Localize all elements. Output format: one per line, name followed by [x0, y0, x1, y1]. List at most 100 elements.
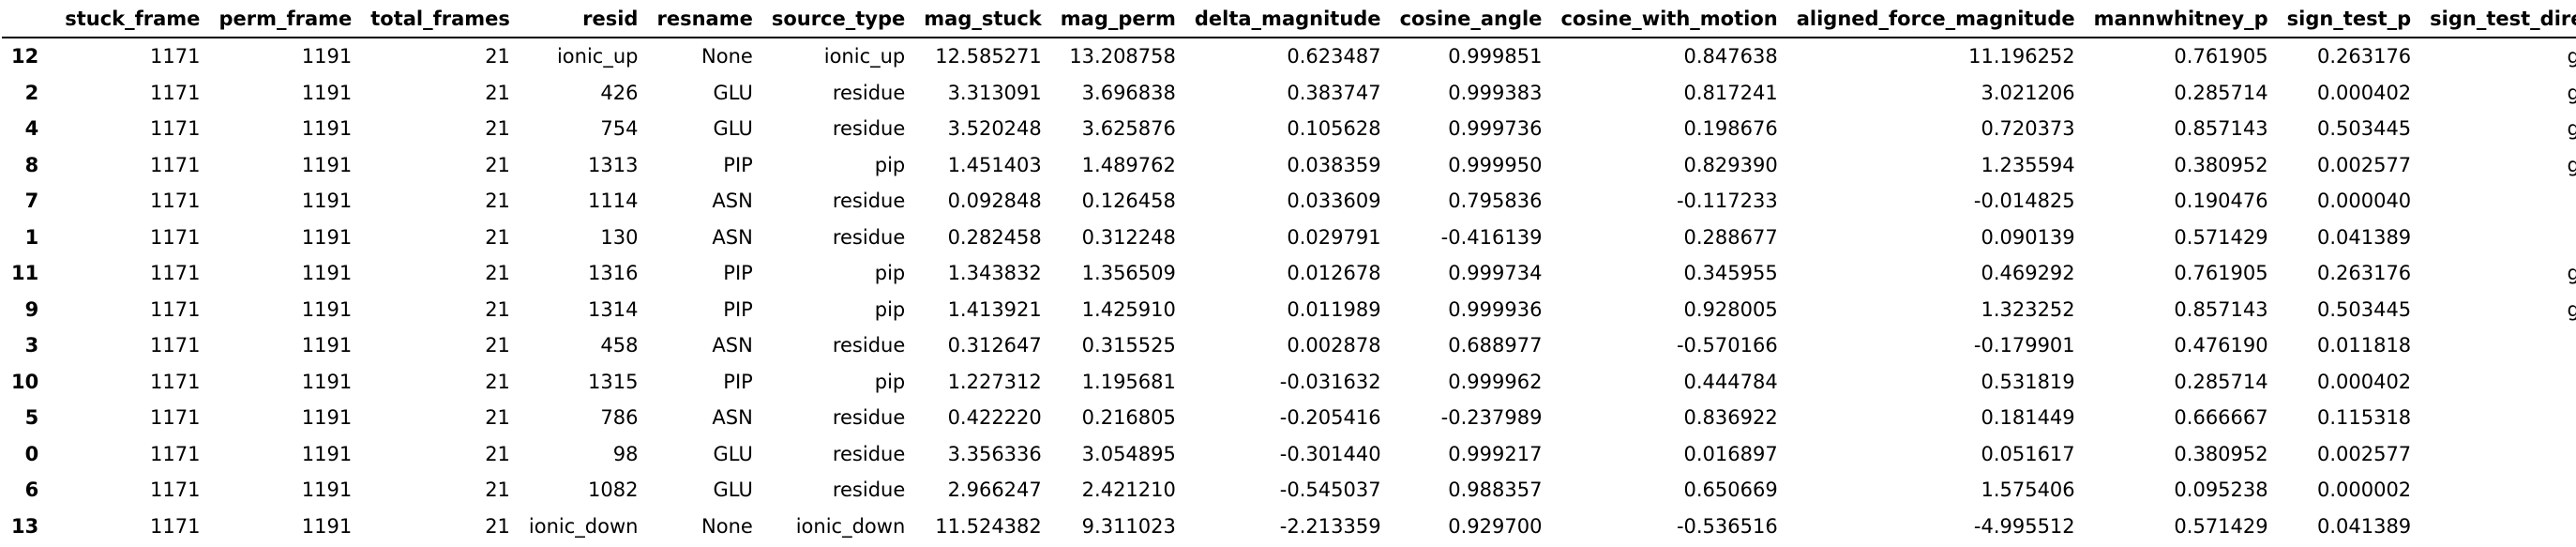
cell-sign-test-direction: less [2420, 220, 2576, 256]
row-index: 10 [11, 370, 39, 393]
cell-resid: 1316 [588, 262, 639, 285]
column-header-mannwhitney-p: mannwhitney_p [2084, 0, 2278, 38]
cell-sign-test-direction: less [2420, 472, 2576, 509]
row-index: 12 [11, 45, 39, 68]
cell-source-type: pip [874, 297, 906, 321]
cell-stuck-frame: 1171 [149, 334, 201, 357]
cell-mag-perm: 0.312248 [1081, 225, 1176, 249]
cell-mag-stuck: 1.227312 [947, 370, 1042, 393]
cell-perm-frame: 1191 [301, 442, 353, 465]
table-row: 12 1171 1191 21 ionic_up None ionic_up 12.58527… [2, 38, 2576, 75]
cell-sign-test-p: 0.503445 [2316, 117, 2412, 141]
cell-mag-stuck: 3.520248 [947, 117, 1042, 141]
cell-mag-stuck: 0.092848 [947, 190, 1042, 213]
cell-cosine-with-motion: 0.345955 [1683, 262, 1778, 285]
cell-resid: 130 [600, 225, 639, 249]
cell-delta-magnitude: -2.213359 [1279, 514, 1381, 538]
table-row: 4 1171 1191 21 754 GLU residue 3.520248 3.625876… [2, 111, 2576, 147]
column-header-sign-test-p: sign_test_p [2277, 0, 2421, 38]
cell-sign-test-p: 0.115318 [2316, 406, 2412, 430]
cell-resname: PIP [723, 370, 753, 393]
cell-aligned-force-magnitude: -0.014825 [1973, 190, 2075, 213]
cell-aligned-force-magnitude: 1.575406 [1981, 479, 2075, 502]
cell-sign-test-direction: less [2420, 400, 2576, 436]
cell-resid: 1315 [588, 370, 639, 393]
cell-cosine-angle: 0.688977 [1448, 334, 1543, 357]
cell-delta-magnitude: -0.301440 [1279, 442, 1381, 465]
column-header-total-frames: total_frames [361, 0, 520, 38]
row-index: 6 [24, 479, 39, 502]
cell-delta-magnitude: 0.002878 [1287, 334, 1381, 357]
cell-mannwhitney-p: 0.761905 [2174, 45, 2268, 68]
cell-mannwhitney-p: 0.285714 [2174, 370, 2268, 393]
cell-total-frames: 21 [485, 334, 510, 357]
cell-perm-frame: 1191 [301, 153, 353, 176]
cell-aligned-force-magnitude: 0.720373 [1981, 117, 2075, 141]
cell-aligned-force-magnitude: 3.021206 [1981, 81, 2075, 104]
table-row: 1 1171 1191 21 130 ASN residue 0.282458 0.312248… [2, 220, 2576, 256]
cell-resid: 786 [600, 406, 639, 430]
column-header-mag-stuck: mag_stuck [914, 0, 1051, 38]
cell-perm-frame: 1191 [301, 45, 353, 68]
cell-mag-stuck: 3.356336 [947, 442, 1042, 465]
cell-delta-magnitude: 0.623487 [1287, 45, 1381, 68]
cell-aligned-force-magnitude: -0.179901 [1973, 334, 2075, 357]
cell-delta-magnitude: -0.205416 [1279, 406, 1381, 430]
cell-total-frames: 21 [485, 190, 510, 213]
cell-mannwhitney-p: 0.571429 [2174, 514, 2268, 538]
cell-sign-test-p: 0.000040 [2316, 190, 2412, 213]
cell-mannwhitney-p: 0.761905 [2174, 262, 2268, 285]
cell-perm-frame: 1191 [301, 225, 353, 249]
cell-mannwhitney-p: 0.380952 [2174, 153, 2268, 176]
cell-resname: ASN [712, 334, 753, 357]
cell-mannwhitney-p: 0.857143 [2174, 117, 2268, 141]
cell-perm-frame: 1191 [301, 297, 353, 321]
header-row: stuck_frame perm_frame total_frames resi… [2, 0, 2576, 38]
cell-stuck-frame: 1171 [149, 81, 201, 104]
row-index: 5 [24, 406, 39, 430]
cell-mag-stuck: 2.966247 [947, 479, 1042, 502]
cell-source-type: residue [832, 479, 906, 502]
cell-resid: ionic_up [556, 45, 639, 68]
cell-mag-stuck: 0.282458 [947, 225, 1042, 249]
cell-resname: ASN [712, 225, 753, 249]
table-row: 9 1171 1191 21 1314 PIP pip 1.413921 1.425910 0.0… [2, 292, 2576, 328]
cell-cosine-angle: -0.237989 [1440, 406, 1543, 430]
cell-mannwhitney-p: 0.571429 [2174, 225, 2268, 249]
cell-cosine-with-motion: 0.016897 [1683, 442, 1778, 465]
cell-mannwhitney-p: 0.476190 [2174, 334, 2268, 357]
cell-delta-magnitude: 0.038359 [1287, 153, 1381, 176]
row-index: 9 [24, 297, 39, 321]
cell-sign-test-p: 0.041389 [2316, 225, 2412, 249]
cell-sign-test-p: 0.002577 [2316, 153, 2412, 176]
cell-mag-stuck: 1.413921 [947, 297, 1042, 321]
cell-cosine-with-motion: 0.198676 [1683, 117, 1778, 141]
cell-delta-magnitude: 0.033609 [1287, 190, 1381, 213]
cell-resname: None [701, 45, 753, 68]
cell-perm-frame: 1191 [301, 117, 353, 141]
cell-mag-perm: 9.311023 [1081, 514, 1176, 538]
cell-source-type: residue [832, 81, 906, 104]
cell-sign-test-direction: greater [2567, 81, 2576, 104]
column-header-index [2, 0, 56, 38]
table-body: 12 1171 1191 21 ionic_up None ionic_up 12.58527… [2, 38, 2576, 544]
cell-cosine-angle: 0.999217 [1448, 442, 1543, 465]
cell-perm-frame: 1191 [301, 370, 353, 393]
cell-mag-stuck: 11.524382 [935, 514, 1042, 538]
cell-cosine-with-motion: 0.444784 [1683, 370, 1778, 393]
cell-sign-test-p: 0.503445 [2316, 297, 2412, 321]
table-row: 7 1171 1191 21 1114 ASN residue 0.092848 0.12645… [2, 183, 2576, 220]
cell-delta-magnitude: -0.031632 [1279, 370, 1381, 393]
cell-source-type: residue [832, 406, 906, 430]
cell-delta-magnitude: 0.012678 [1287, 262, 1381, 285]
cell-mag-perm: 1.195681 [1081, 370, 1176, 393]
cell-cosine-with-motion: 0.836922 [1683, 406, 1778, 430]
cell-mag-perm: 3.054895 [1081, 442, 1176, 465]
table-row: 5 1171 1191 21 786 ASN residue 0.422220 0.216805… [2, 400, 2576, 436]
cell-sign-test-direction: less [2420, 327, 2576, 364]
cell-total-frames: 21 [485, 45, 510, 68]
cell-resid: 98 [612, 442, 639, 465]
cell-resname: ASN [712, 190, 753, 213]
cell-cosine-angle: 0.929700 [1448, 514, 1543, 538]
cell-source-type: pip [874, 153, 906, 176]
